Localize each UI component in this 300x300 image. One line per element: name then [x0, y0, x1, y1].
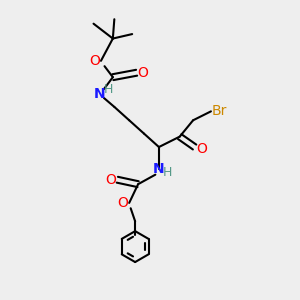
Text: N: N — [94, 86, 105, 100]
Text: H: H — [104, 83, 113, 97]
Text: H: H — [163, 167, 172, 179]
Text: Br: Br — [211, 104, 226, 118]
Text: O: O — [137, 66, 148, 80]
Text: N: N — [153, 162, 165, 176]
Text: O: O — [196, 142, 208, 155]
Text: O: O — [117, 196, 128, 210]
Text: O: O — [89, 54, 100, 68]
Text: O: O — [105, 173, 116, 187]
